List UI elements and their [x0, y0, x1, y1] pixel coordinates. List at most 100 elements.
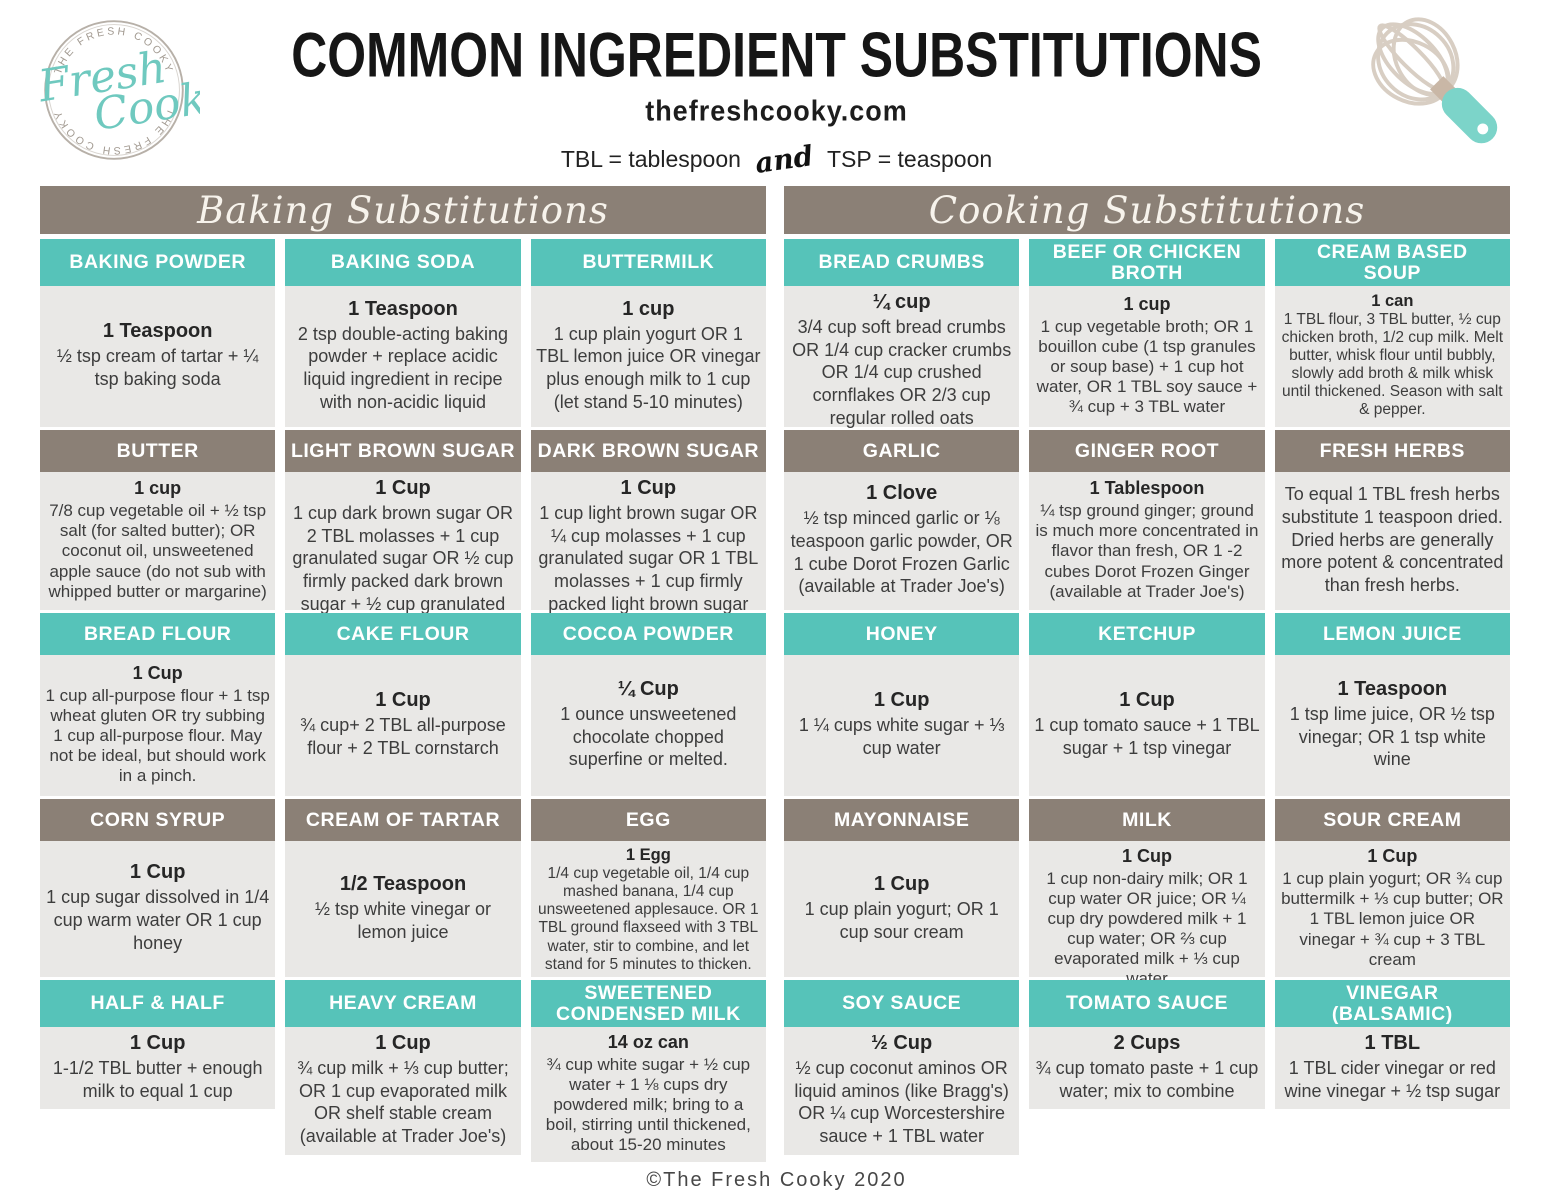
whisk-icon [1371, 17, 1498, 144]
card-ingredient-title: BAKING SODA [285, 239, 521, 286]
substitution-card: SWEETENED CONDENSED MILK 14 oz can ¾ cup… [530, 980, 766, 1163]
card-amount: 1 cup [134, 478, 182, 499]
card-ingredient-title: BAKING POWDER [40, 239, 276, 286]
substitution-card: BREAD FLOUR 1 Cup 1 cup all-purpose flou… [40, 613, 276, 796]
card-body: 1 Egg 1/4 cup vegetable oil, 1/4 cup mas… [531, 841, 766, 981]
card-amount: 1/2 Teaspoon [339, 872, 467, 895]
card-amount: 1 cup [1123, 293, 1171, 314]
abbreviation-legend: TBL = tablespoon and TSP = teaspoon [0, 139, 1553, 180]
substitution-card: BUTTERMILK 1 cup 1 cup plain yogurt OR 1… [530, 239, 766, 427]
card-ingredient-title: KETCHUP [1029, 613, 1265, 655]
card-body: 1 Cup 1 cup plain yogurt; OR 1 cup sour … [784, 841, 1019, 977]
card-ingredient-title: CAKE FLOUR [285, 613, 521, 655]
card-body: ¼ Cup 1 ounce unsweetened chocolate chop… [531, 655, 766, 796]
substitution-card: DARK BROWN SUGAR 1 Cup 1 cup light brown… [530, 430, 766, 614]
card-substitution-text: 1 TBL cider vinegar or red wine vinegar … [1284, 1058, 1501, 1101]
card-body: 1 Cup 1 ¼ cups white sugar + ⅓ cup water [784, 655, 1019, 796]
page-header: THE FRESH COOKY THE FRESH COOKY Fresh Co… [0, 0, 1553, 186]
substitution-card: TOMATO SAUCE 2 Cups ¾ cup tomato paste +… [1029, 980, 1265, 1110]
card-amount: 1 Clove [866, 482, 938, 505]
card-amount: 1 Cup [873, 689, 930, 712]
card-substitution-text: ½ tsp white vinegar or lemon juice [314, 898, 492, 942]
substitution-card: LEMON JUICE 1 Teaspoon 1 tsp lime juice,… [1274, 613, 1510, 796]
card-ingredient-title: BREAD CRUMBS [784, 239, 1020, 286]
card-substitution-text: 1 cup plain yogurt OR 1 TBL lemon juice … [536, 323, 761, 412]
substitution-card: LIGHT BROWN SUGAR 1 Cup 1 cup dark brown… [285, 430, 521, 614]
card-ingredient-title: LIGHT BROWN SUGAR [285, 430, 521, 472]
card-amount: 1 Cup [129, 861, 186, 884]
card-body: 1 Clove ½ tsp minced garlic or ⅛ teaspoo… [784, 472, 1019, 610]
card-amount: 1 Tablespoon [1089, 478, 1205, 499]
card-body: 1 cup 1 cup plain yogurt OR 1 TBL lemon … [531, 286, 766, 427]
card-substitution-text: To equal 1 TBL fresh herbs substitute 1 … [1281, 484, 1504, 595]
substitution-card: HALF & HALF 1 Cup 1-1/2 TBL butter + eno… [40, 980, 276, 1110]
card-ingredient-title: SWEETENED CONDENSED MILK [530, 980, 766, 1027]
card-ingredient-title: LEMON JUICE [1274, 613, 1510, 655]
card-substitution-text: ½ cup coconut aminos OR liquid aminos (l… [794, 1058, 1009, 1147]
card-ingredient-title: HEAVY CREAM [285, 980, 521, 1027]
card-ingredient-title: BEEF OR CHICKEN BROTH [1029, 239, 1265, 286]
card-substitution-text: 1 cup sugar dissolved in 1/4 cup warm wa… [46, 887, 270, 953]
card-substitution-text: ½ tsp cream of tartar + ¼ tsp baking sod… [56, 346, 259, 389]
substitution-card: GINGER ROOT 1 Tablespoon ¼ tsp ground gi… [1029, 430, 1265, 610]
substitution-card: BEEF OR CHICKEN BROTH 1 cup 1 cup vegeta… [1029, 239, 1265, 427]
card-substitution-text: 1 cup dark brown sugar OR 2 TBL molasses… [292, 503, 514, 614]
substitution-card: GARLIC 1 Clove ½ tsp minced garlic or ⅛ … [784, 430, 1020, 610]
page-title: COMMON INGREDIENT SUBSTITUTIONS [291, 20, 1262, 92]
substitution-grid: BAKING POWDER 1 Teaspoon ½ tsp cream of … [40, 239, 766, 1163]
card-body: 1 cup 7/8 cup vegetable oil + ½ tsp salt… [40, 472, 275, 610]
card-amount: 1 Cup [375, 477, 431, 499]
card-ingredient-title: MAYONNAISE [784, 799, 1020, 841]
card-body: 1 Cup ¾ cup milk + ⅓ cup butter; OR 1 cu… [285, 1027, 520, 1155]
card-body: ¼ cup 3/4 cup soft bread crumbs OR 1/4 c… [784, 286, 1019, 436]
card-body: 1 cup 1 cup vegetable broth; OR 1 bouill… [1029, 286, 1264, 427]
copyright-text: ©The Fresh Cooky 2020 [646, 1169, 907, 1191]
card-substitution-text: 2 tsp double-acting baking powder + repl… [297, 323, 509, 412]
card-substitution-text: ¾ cup tomato paste + 1 cup water; mix to… [1035, 1058, 1259, 1101]
card-body: 14 oz can ¾ cup white sugar + ½ cup wate… [531, 1027, 766, 1162]
card-ingredient-title: HONEY [784, 613, 1020, 655]
card-body: 1 Cup 1-1/2 TBL butter + enough milk to … [40, 1027, 275, 1109]
card-substitution-text: 1 cup non-dairy milk; OR 1 cup water OR … [1046, 869, 1248, 989]
card-substitution-text: 1-1/2 TBL butter + enough milk to equal … [52, 1058, 263, 1101]
card-substitution-text: ¾ cup milk + ⅓ cup butter; OR 1 cup evap… [297, 1058, 509, 1147]
substitution-card: MAYONNAISE 1 Cup 1 cup plain yogurt; OR … [784, 799, 1020, 977]
substitution-card: BUTTER 1 cup 7/8 cup vegetable oil + ½ t… [40, 430, 276, 610]
card-body: 1 Cup 1 cup plain yogurt; OR ¾ cup butte… [1275, 841, 1510, 977]
card-substitution-text: 1/4 cup vegetable oil, 1/4 cup mashed ba… [538, 865, 759, 973]
card-substitution-text: 1 cup tomato sauce + 1 TBL sugar + 1 tsp… [1034, 715, 1260, 758]
card-amount: ½ Cup [871, 1032, 933, 1054]
card-body: 1 Teaspoon ½ tsp cream of tartar + ¼ tsp… [40, 286, 275, 427]
card-body: 1 can 1 TBL flour, 3 TBL butter, ½ cup c… [1275, 286, 1510, 427]
card-ingredient-title: CREAM OF TARTAR [285, 799, 521, 841]
card-amount: 1 Cup [1119, 689, 1175, 712]
card-ingredient-title: FRESH HERBS [1274, 430, 1510, 472]
card-amount: 1 Cup [620, 477, 677, 499]
card-body: 1 Cup 1 cup light brown sugar OR ¼ cup m… [531, 472, 766, 622]
website-url: thefreshcooky.com [645, 95, 908, 127]
card-body: 1 Cup 1 cup sugar dissolved in 1/4 cup w… [40, 841, 275, 977]
card-amount: 1 Cup [129, 1032, 186, 1054]
card-body: 1 Cup 1 cup dark brown sugar OR 2 TBL mo… [285, 472, 520, 622]
substitution-card: COCOA POWDER ¼ Cup 1 ounce unsweetened c… [530, 613, 766, 796]
abbr-teaspoon: TSP = teaspoon [827, 146, 993, 172]
card-substitution-text: 7/8 cup vegetable oil + ½ tsp salt (for … [48, 501, 267, 601]
card-body: 1 TBL 1 TBL cider vinegar or red wine vi… [1275, 1027, 1510, 1109]
card-amount: 14 oz can [607, 1032, 689, 1052]
card-amount: 1 Cup [132, 662, 183, 683]
card-amount: 1 Teaspoon [102, 320, 213, 343]
card-ingredient-title: EGG [530, 799, 766, 841]
substitution-grid: BREAD CRUMBS ¼ cup 3/4 cup soft bread cr… [784, 239, 1510, 1155]
substitution-card: HEAVY CREAM 1 Cup ¾ cup milk + ⅓ cup but… [285, 980, 521, 1155]
card-substitution-text: 1 ¼ cups white sugar + ⅓ cup water [798, 715, 1005, 758]
card-ingredient-title: BREAD FLOUR [40, 613, 276, 655]
card-ingredient-title: CORN SYRUP [40, 799, 276, 841]
card-ingredient-title: BUTTERMILK [530, 239, 766, 286]
card-body: 1 Cup 1 cup all-purpose flour + 1 tsp wh… [40, 655, 275, 796]
card-amount: 1 Cup [873, 872, 930, 895]
card-ingredient-title: TOMATO SAUCE [1029, 980, 1265, 1027]
substitution-card: VINEGAR (BALSAMIC) 1 TBL 1 TBL cider vin… [1274, 980, 1510, 1110]
card-body: ½ Cup ½ cup coconut aminos OR liquid ami… [784, 1027, 1019, 1155]
card-body: 1 Teaspoon 2 tsp double-acting baking po… [285, 286, 520, 427]
card-amount: ¼ cup [872, 291, 931, 313]
